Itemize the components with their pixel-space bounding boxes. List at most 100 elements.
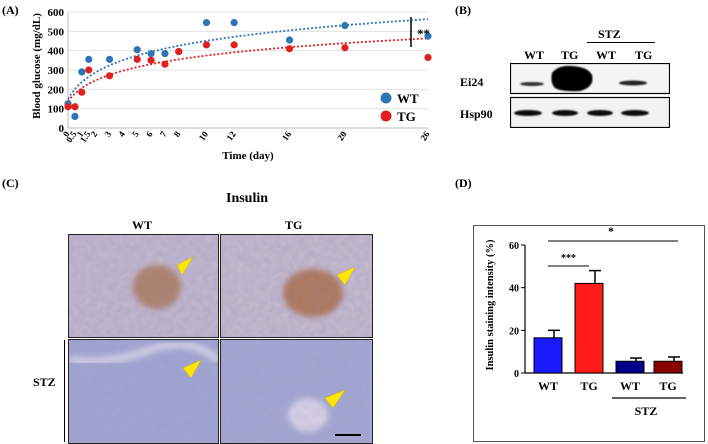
x-tick-label: 2 [89,129,100,139]
point-tg [175,48,183,56]
point-wt [161,49,169,58]
x-tick-label: 4 [116,129,127,139]
ei24-band-4 [619,80,647,86]
point-wt [285,36,294,44]
hsp90-band-3 [587,110,613,116]
bar [574,282,604,374]
x-tick-label: 3 [102,129,113,139]
trendline-tg [67,37,429,102]
hsp90-row-label: Hsp90 [460,107,493,121]
x-tick-label: TG [580,379,597,393]
point-wt [71,112,79,120]
hsp90-band-4 [621,110,649,116]
point-tg [133,55,141,63]
legend-tg-marker [380,110,392,122]
panel-a-label: (A) [2,3,19,17]
legend-tg-label: TG [397,109,416,124]
arrowhead-marker [176,256,194,276]
lane-3-label: WT [596,48,617,62]
ihc-image-wt [68,234,219,338]
ihc-stz-bracket [64,340,65,442]
y-tick-label: 20 [509,326,519,337]
blot-stz-label: STZ [598,27,621,41]
y-tick-label: 500 [48,26,65,38]
blot-stz-line [587,42,655,43]
arrowhead-marker [324,389,346,409]
x-tick-label: TG [659,379,676,393]
x-tick-label: 26 [418,129,432,143]
lane-2-label: TG [561,48,579,62]
sig-marker-2: * [608,225,614,238]
point-wt [85,55,93,63]
arrowhead-marker [336,266,356,286]
legend-wt-marker [380,92,392,104]
significance-marker: ** [417,26,430,41]
point-tg [85,66,93,74]
point-tg [202,41,211,49]
point-tg [230,41,238,49]
ei24-bands [520,65,647,92]
x-tick-label: WT [538,379,558,393]
sig-marker-1: *** [561,253,576,264]
panel-d-label: (D) [455,176,472,190]
ihc-col-tg-label: TG [285,218,303,232]
ei24-row-label: Ei24 [460,75,484,89]
x-tick-label: 6 [144,129,155,139]
point-wt [105,55,114,63]
y-tick-label: 200 [48,84,65,96]
lane-4-label: TG [635,48,653,62]
legend-wt-label: WT [397,91,419,106]
ihc-col-wt-label: WT [132,218,153,232]
point-tg [78,88,86,96]
point-wt [78,68,86,76]
point-wt [133,46,141,54]
point-tg [341,44,349,52]
y-tick-label: 600 [48,7,65,19]
x-tick-label: 5 [130,129,141,139]
point-tg [424,53,432,62]
x-tick-label: 10 [197,129,211,143]
hsp90-band-2 [552,110,578,116]
x-tick-label: 16 [280,129,294,143]
ihc-image-tg [220,234,373,338]
hsp90-band-1 [514,110,542,116]
point-tg [71,103,79,111]
point-tg [285,45,294,53]
point-tg [161,60,169,68]
bar [533,337,563,374]
panel-c-label: (C) [2,176,19,190]
x-tick-label: WT [620,379,640,393]
panel-b-label: (B) [455,3,471,17]
trendline-wt [67,18,429,100]
legend: WT TG [380,91,419,124]
bar [653,360,683,374]
ei24-band-2 [551,65,593,92]
y-tick-label: 0 [514,369,519,380]
ihc-title: Insulin [226,191,269,206]
y-axis-label: Insulin staining intensity (%) [485,239,496,370]
y-tick-label: 60 [509,241,519,252]
y-axis-label: Blood glucose (mg/dL) [31,13,43,119]
arrowhead-marker [182,359,202,379]
y-tick-label: 0 [59,123,65,135]
lane-1-label: WT [524,48,545,62]
western-blot-panel: STZ WT TG WT TG Ei24 Hsp90 [455,0,708,175]
point-wt [424,32,432,40]
point-wt [341,21,349,30]
ihc-image-stz-wt [68,339,219,444]
point-tg [147,56,155,64]
stz-group-label: STZ [635,404,658,418]
bar [615,360,645,374]
point-wt [202,19,211,27]
x-tick-label: 0 [61,129,72,139]
blot-image [510,63,670,128]
x-tick-label: 8 [172,129,183,139]
x-tick-label: 12 [224,129,238,143]
x-tick-label: 20 [335,129,349,143]
x-axis-label: Time (day) [222,150,274,162]
y-tick-label: 40 [509,284,519,295]
y-tick-label: 400 [48,46,65,58]
y-tick-label: 100 [48,104,65,116]
hsp90-bands [514,110,649,116]
ihc-row-stz-label: STZ [33,375,56,389]
